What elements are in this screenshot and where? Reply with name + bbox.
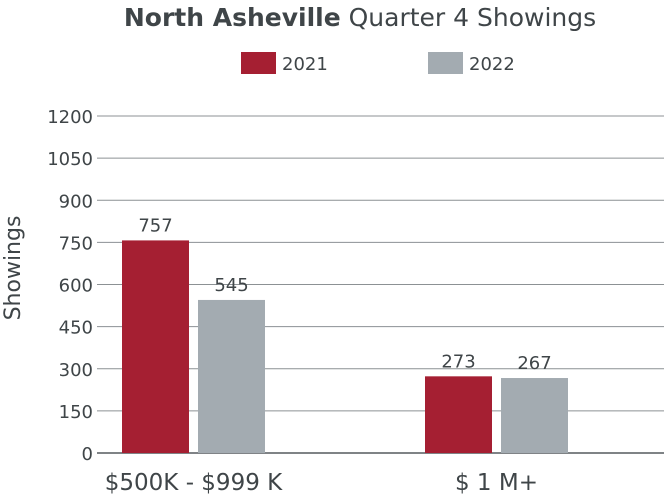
bar-2021-0 (122, 240, 189, 453)
chart-title-bold: North Asheville (124, 3, 341, 32)
y-axis-label: Showings (1, 216, 26, 321)
y-tick-labels: 0 150 300 450 600 750 900 1050 1200 (47, 107, 93, 465)
x-category-label: $500K - $999 K (105, 470, 283, 496)
y-tick-label: 150 (59, 402, 93, 423)
y-tick-label: 450 (59, 318, 93, 339)
chart-title: North Asheville Quarter 4 Showings (124, 3, 596, 32)
bar-2022-1 (501, 378, 568, 453)
x-category-label: $ 1 M+ (455, 470, 538, 496)
legend-swatch-2022 (428, 52, 463, 74)
data-label: 757 (138, 215, 172, 236)
data-label: 267 (517, 353, 551, 374)
y-tick-label: 1200 (47, 107, 93, 128)
legend-label-2021: 2021 (282, 54, 328, 75)
grid (97, 115, 664, 454)
bars (122, 240, 568, 453)
legend-label-2022: 2022 (469, 54, 515, 75)
y-tick-label: 0 (82, 444, 93, 465)
chart-title-rest: Quarter 4 Showings (341, 3, 596, 32)
bar-2021-1 (425, 376, 492, 453)
x-category-labels: $500K - $999 K $ 1 M+ (105, 470, 538, 496)
y-tick-label: 1050 (47, 149, 93, 170)
legend: 2021 2022 (241, 52, 515, 75)
y-tick-label: 750 (59, 233, 93, 254)
y-tick-label: 300 (59, 360, 93, 381)
legend-swatch-2021 (241, 52, 276, 74)
y-tick-label: 900 (59, 191, 93, 212)
data-label: 545 (214, 275, 248, 296)
bar-2022-0 (198, 299, 265, 453)
y-tick-label: 600 (59, 276, 93, 297)
data-labels: 757 545 273 267 (138, 215, 551, 374)
data-label: 273 (441, 351, 475, 372)
